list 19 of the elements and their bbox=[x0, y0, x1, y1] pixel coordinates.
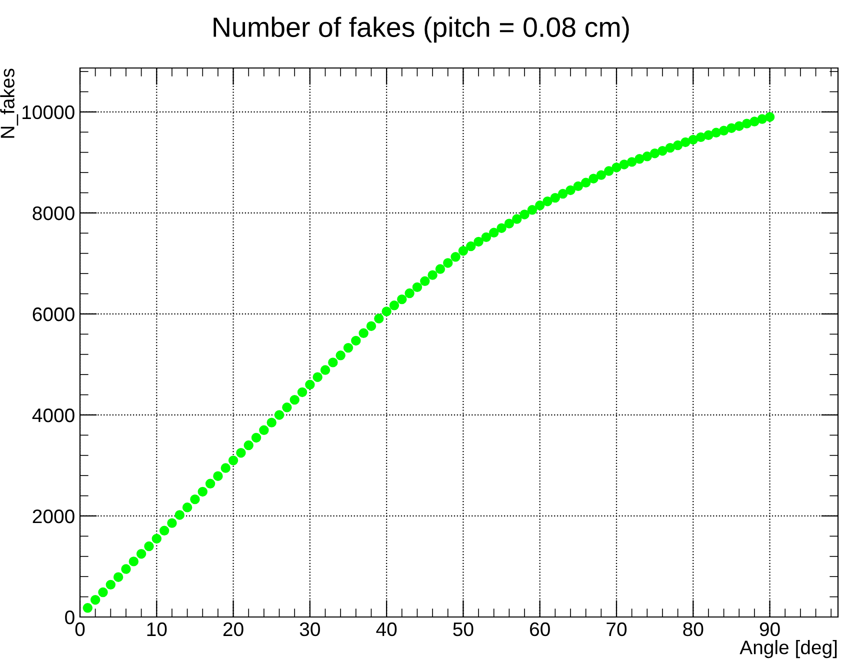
x-axis-title: Angle [deg] bbox=[740, 640, 837, 658]
y-tick-label: 2000 bbox=[32, 509, 74, 524]
y-tick-label: 8000 bbox=[32, 206, 74, 220]
y-tick-label: 6000 bbox=[32, 307, 74, 322]
x-tick-label: 20 bbox=[223, 622, 244, 636]
y-axis-title: N_fakes bbox=[0, 68, 18, 138]
x-tick-label: 10 bbox=[147, 622, 167, 636]
chart-title: Number of fakes (pitch = 0.08 cm) bbox=[214, 16, 629, 43]
x-tick-label: 80 bbox=[683, 622, 704, 636]
x-tick-label: 60 bbox=[530, 622, 550, 636]
x-tick-label: 70 bbox=[606, 622, 627, 636]
x-tick-label: 50 bbox=[453, 622, 474, 636]
y-tick-label: 10000 bbox=[22, 105, 74, 120]
y-tick-label: 0 bbox=[65, 610, 74, 624]
x-tick-label: 30 bbox=[300, 622, 320, 636]
y-tick-label: 4000 bbox=[32, 408, 74, 422]
x-tick-label: 40 bbox=[376, 622, 397, 636]
x-tick-label: 0 bbox=[75, 622, 85, 636]
x-tick-label: 90 bbox=[760, 622, 780, 636]
